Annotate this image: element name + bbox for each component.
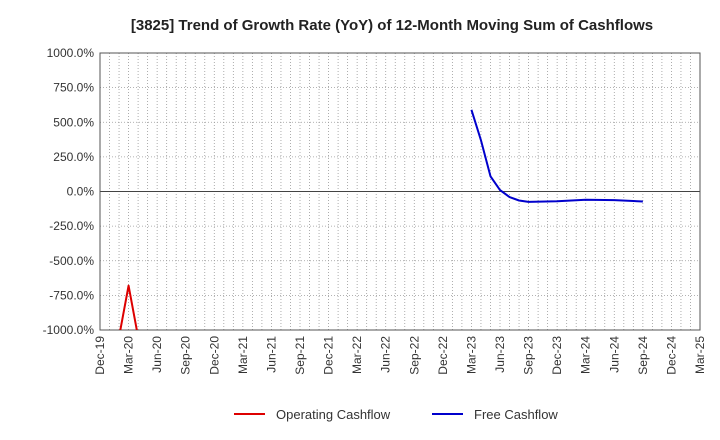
x-tick-label: Dec-22 (436, 336, 450, 375)
x-tick-labels: Dec-19 Mar-20 Jun-20 Sep-20 Dec-20 Mar-21 Jun-… (93, 336, 707, 375)
x-tick-label: Sep-20 (179, 336, 193, 375)
y-tick-label: 0.0% (67, 185, 95, 199)
x-tick-label: Mar-23 (464, 336, 478, 374)
y-tick-label: -250.0% (49, 219, 94, 233)
x-tick-label: Sep-21 (293, 336, 307, 375)
chart-title: [3825] Trend of Growth Rate (YoY) of 12-… (131, 17, 653, 34)
series-line-free-cashflow (470, 109, 643, 203)
y-tick-label: -500.0% (49, 254, 94, 268)
x-tick-label: Jun-21 (264, 336, 278, 373)
x-tick-label: Jun-23 (493, 336, 507, 373)
x-tick-label: Sep-22 (407, 336, 421, 375)
y-tick-label: 750.0% (53, 81, 94, 95)
plot-border (99, 52, 701, 331)
series-lines (119, 109, 643, 330)
x-tick-label: Mar-22 (350, 336, 364, 374)
x-tick-label: Dec-20 (207, 336, 221, 375)
x-tick-label: Jun-20 (150, 336, 164, 373)
y-tick-label: -750.0% (49, 288, 94, 302)
x-tick-label: Mar-21 (236, 336, 250, 374)
x-tick-label: Jun-22 (379, 336, 393, 373)
legend-label: Free Cashflow (474, 407, 558, 422)
x-tick-label: Jun-24 (607, 336, 621, 373)
x-tick-label: Dec-24 (664, 336, 678, 375)
y-tick-label: 1000.0% (47, 46, 95, 60)
y-tick-label: -1000.0% (43, 323, 95, 337)
x-tick-label: Sep-23 (522, 336, 536, 375)
x-tick-label: Dec-23 (550, 336, 564, 375)
x-tick-label: Mar-24 (579, 336, 593, 374)
x-tick-label: Mar-20 (122, 336, 136, 374)
legend: Operating Cashflow Free Cashflow (234, 407, 558, 422)
x-tick-label: Dec-21 (322, 336, 336, 375)
x-tick-label: Mar-25 (693, 336, 707, 374)
axes (99, 52, 701, 331)
x-tick-label: Sep-24 (636, 336, 650, 375)
y-tick-label: 250.0% (53, 150, 94, 164)
x-tick-label: Dec-19 (93, 336, 107, 375)
y-tick-label: 500.0% (53, 115, 94, 129)
series-line-operating-cashflow (119, 284, 138, 330)
y-tick-labels: 1000.0% 750.0% 500.0% 250.0% 0.0% -250.0% -500… (43, 46, 95, 337)
legend-label: Operating Cashflow (276, 407, 391, 422)
